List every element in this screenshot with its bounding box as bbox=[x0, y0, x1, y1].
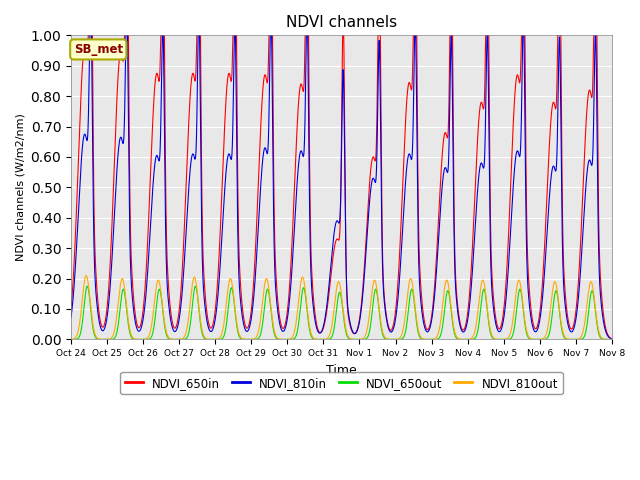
Line: NDVI_650in: NDVI_650in bbox=[71, 36, 612, 339]
NDVI_810in bbox=[606, 335, 614, 341]
NDVI_650out bbox=[493, 336, 500, 342]
NDVI_810out bbox=[608, 336, 616, 342]
NDVI_650in bbox=[416, 270, 424, 276]
Line: NDVI_650out: NDVI_650out bbox=[71, 286, 612, 339]
NDVI_810out bbox=[67, 336, 75, 342]
Y-axis label: NDVI channels (W/m2/nm): NDVI channels (W/m2/nm) bbox=[15, 113, 25, 261]
NDVI_650in bbox=[183, 166, 191, 171]
NDVI_650in bbox=[84, 33, 92, 38]
NDVI_810out bbox=[416, 333, 424, 338]
NDVI_650out bbox=[177, 336, 185, 342]
NDVI_650in bbox=[177, 286, 185, 291]
NDVI_810in bbox=[183, 217, 191, 223]
NDVI_650out bbox=[67, 336, 75, 342]
NDVI_810in bbox=[493, 325, 500, 331]
NDVI_650in bbox=[608, 336, 616, 342]
NDVI_810in bbox=[608, 336, 616, 342]
Text: SB_met: SB_met bbox=[74, 43, 123, 56]
NDVI_650out bbox=[83, 283, 91, 289]
NDVI_810out bbox=[183, 326, 191, 332]
NDVI_650in bbox=[606, 335, 614, 340]
NDVI_650in bbox=[269, 156, 277, 162]
NDVI_650in bbox=[67, 305, 75, 311]
NDVI_810out bbox=[606, 336, 614, 342]
NDVI_650out bbox=[608, 336, 616, 342]
NDVI_650out bbox=[183, 335, 191, 341]
NDVI_810out bbox=[177, 336, 185, 342]
Line: NDVI_810in: NDVI_810in bbox=[71, 36, 612, 339]
NDVI_810in bbox=[86, 33, 93, 38]
Title: NDVI channels: NDVI channels bbox=[286, 15, 397, 30]
NDVI_650out bbox=[606, 336, 614, 342]
NDVI_810in bbox=[67, 314, 75, 320]
NDVI_650out bbox=[269, 327, 277, 333]
NDVI_650out bbox=[416, 335, 424, 340]
Line: NDVI_810out: NDVI_810out bbox=[71, 276, 612, 339]
NDVI_810in bbox=[177, 301, 185, 307]
X-axis label: Time: Time bbox=[326, 364, 357, 377]
NDVI_810in bbox=[416, 289, 424, 295]
NDVI_810out bbox=[493, 336, 500, 342]
NDVI_810out bbox=[83, 273, 90, 278]
NDVI_810out bbox=[269, 324, 277, 330]
Legend: NDVI_650in, NDVI_810in, NDVI_650out, NDVI_810out: NDVI_650in, NDVI_810in, NDVI_650out, NDV… bbox=[120, 372, 563, 394]
NDVI_650in bbox=[493, 321, 500, 327]
NDVI_810in bbox=[269, 206, 277, 212]
